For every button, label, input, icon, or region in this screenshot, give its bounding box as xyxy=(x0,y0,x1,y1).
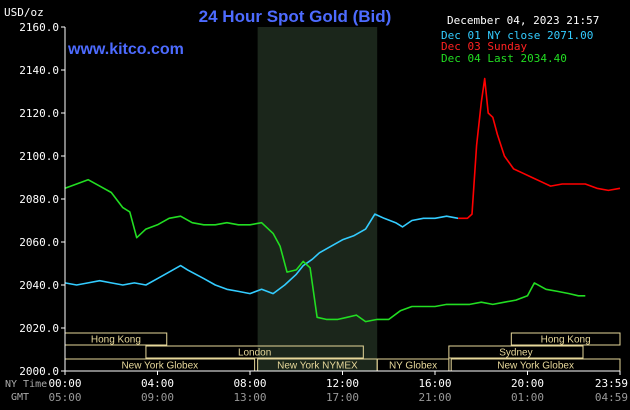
series-line-2 xyxy=(64,178,586,323)
y-tick-label: 2020.0 xyxy=(19,322,59,335)
legend-item-dec04: Dec 04 Last 2034.40 xyxy=(441,52,567,65)
y-tick-label: 2160.0 xyxy=(19,21,59,34)
series-line-1 xyxy=(458,77,621,220)
datetime-label: December 04, 2023 21:57 xyxy=(447,14,599,27)
session-bar xyxy=(448,345,584,359)
x-tick-label-gmt: 17:00 xyxy=(326,391,359,404)
site-url[interactable]: www.kitco.com xyxy=(67,41,184,58)
session-label: London xyxy=(238,348,271,359)
session-label: New York Globex xyxy=(497,361,574,372)
x-tick-label-gmt: 13:00 xyxy=(233,391,266,404)
y-tick-label: 2120.0 xyxy=(19,107,59,120)
legend: Dec 01 NY close 2071.00 Dec 03 Sunday De… xyxy=(441,29,593,65)
session-label: Hong Kong xyxy=(541,335,591,346)
session-label: New York Globex xyxy=(121,361,198,372)
unit-label: USD/oz xyxy=(4,6,44,19)
x-tick-label-gmt: 05:00 xyxy=(48,391,81,404)
x-tick-label-ny: 04:00 xyxy=(141,377,174,390)
x-tick-label-ny: 12:00 xyxy=(326,377,359,390)
legend-item-dec01: Dec 01 NY close 2071.00 xyxy=(441,29,593,42)
chart-title: 24 Hour Spot Gold (Bid) xyxy=(199,7,392,26)
x-tick-label-ny: 23:59 xyxy=(595,377,628,390)
y-tick-label: 2080.0 xyxy=(19,193,59,206)
ny-time-label: NY Time xyxy=(5,379,47,390)
session-bar xyxy=(145,345,364,359)
x-tick-label-ny: 16:00 xyxy=(418,377,451,390)
x-tick-label-gmt: 09:00 xyxy=(141,391,174,404)
session-label: NY Globex xyxy=(389,361,437,372)
y-tick-label: 2060.0 xyxy=(19,236,59,249)
y-tick-label: 2000.0 xyxy=(19,365,59,378)
x-tick-label-ny: 20:00 xyxy=(511,377,544,390)
x-tick-label-gmt: 21:00 xyxy=(418,391,451,404)
x-tick-label-gmt: 04:59 xyxy=(595,391,628,404)
series-line-0 xyxy=(64,213,459,295)
x-tick-label-ny: 00:00 xyxy=(48,377,81,390)
y-tick-label: 2040.0 xyxy=(19,279,59,292)
gmt-label: GMT xyxy=(11,392,29,403)
session-label: Hong Kong xyxy=(91,335,141,346)
y-tick-label: 2100.0 xyxy=(19,150,59,163)
session-label: Sydney xyxy=(499,348,532,359)
x-tick-label-ny: 08:00 xyxy=(233,377,266,390)
y-tick-label: 2140.0 xyxy=(19,64,59,77)
session-label: New York NYMEX xyxy=(277,361,358,372)
session-bar xyxy=(510,332,621,346)
x-tick-label-gmt: 01:00 xyxy=(511,391,544,404)
legend-item-dec03: Dec 03 Sunday xyxy=(441,40,527,53)
nymex-shaded-region xyxy=(257,27,378,371)
